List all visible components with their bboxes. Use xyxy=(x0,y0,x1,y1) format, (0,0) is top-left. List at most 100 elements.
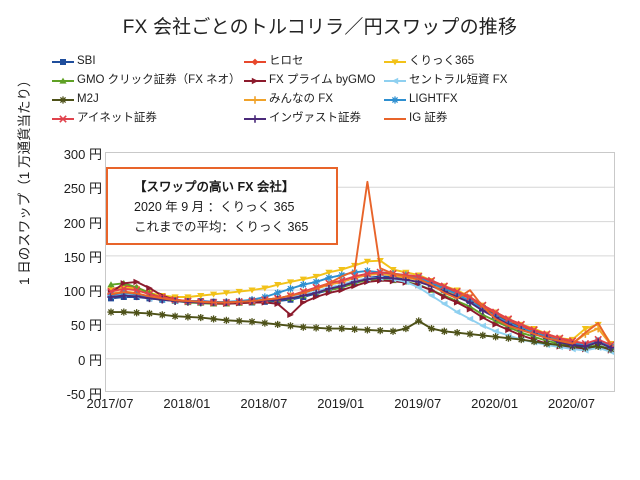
data-point-marker xyxy=(299,323,307,331)
data-point-marker xyxy=(133,309,141,317)
data-point-marker xyxy=(312,324,320,332)
data-point-marker xyxy=(478,306,487,315)
data-point-marker xyxy=(274,282,282,289)
data-point-marker xyxy=(351,282,358,290)
legend-marker-icon xyxy=(384,56,406,68)
legend-symbol xyxy=(59,77,67,84)
legend-item-5[interactable]: FX プライム byGMO xyxy=(244,74,384,87)
legend-symbol xyxy=(60,58,66,65)
data-point-marker xyxy=(274,300,282,308)
legend-item-4[interactable]: GMO クリック証券（FX ネオ） xyxy=(52,73,244,87)
data-point-marker xyxy=(491,308,500,316)
plot-svg xyxy=(106,180,614,360)
data-point-marker xyxy=(107,293,115,301)
series-line xyxy=(110,180,612,346)
data-point-marker xyxy=(248,287,256,294)
data-point-marker xyxy=(132,286,141,294)
legend-label: M2J xyxy=(77,92,99,105)
legend-item-3[interactable]: くりっく365 xyxy=(384,54,544,68)
data-point-marker xyxy=(492,333,500,341)
y-tick-label: 250 円 xyxy=(63,181,102,197)
data-point-marker xyxy=(428,292,435,299)
data-point-marker xyxy=(389,266,397,273)
data-point-marker xyxy=(504,315,513,323)
data-point-marker xyxy=(251,58,259,65)
legend-symbol xyxy=(251,95,259,104)
data-point-marker xyxy=(248,318,256,326)
legend-item-1[interactable]: SBI xyxy=(52,55,244,68)
data-point-marker xyxy=(427,324,436,333)
series-line xyxy=(111,311,612,351)
data-point-marker xyxy=(594,338,602,347)
legend-item-7[interactable]: M2J xyxy=(52,92,244,106)
data-point-marker xyxy=(440,282,449,290)
data-point-marker xyxy=(363,326,372,334)
legend-label: くりっく365 xyxy=(409,54,475,67)
legend-label: ヒロセ xyxy=(269,54,304,67)
data-point-marker xyxy=(312,289,320,297)
data-point-marker xyxy=(479,314,487,321)
data-point-marker xyxy=(146,284,153,292)
data-point-marker xyxy=(530,326,538,334)
data-point-marker xyxy=(107,281,115,288)
legend-marker-icon xyxy=(244,94,266,106)
data-point-marker xyxy=(59,95,67,104)
data-point-marker xyxy=(261,285,269,292)
x-tick-label: 2019/07 xyxy=(394,396,442,411)
data-point-marker xyxy=(235,288,243,295)
data-point-marker xyxy=(363,258,372,265)
plot-area xyxy=(105,152,615,392)
legend-item-8[interactable]: みんなの FX xyxy=(244,92,384,106)
data-point-marker xyxy=(415,274,423,282)
x-tick-label: 2018/07 xyxy=(240,396,288,411)
y-tick-label: 300 円 xyxy=(63,147,102,162)
data-point-marker xyxy=(299,276,307,283)
x-tick-label: 2018/01 xyxy=(163,396,211,411)
data-point-marker xyxy=(120,308,128,316)
legend-item-9[interactable]: LIGHTFX xyxy=(384,93,544,106)
legend-symbol xyxy=(251,77,259,84)
y-tick-label: 0 円 xyxy=(78,352,102,368)
data-point-marker xyxy=(251,95,259,104)
y-tick-label: -50 円 xyxy=(66,387,102,402)
data-point-marker xyxy=(325,289,333,297)
legend-marker-icon xyxy=(52,94,74,106)
data-point-marker xyxy=(158,311,166,319)
data-point-marker xyxy=(312,278,320,286)
legend-label: みんなの FX xyxy=(269,92,333,105)
legend-label: GMO クリック証券（FX ネオ） xyxy=(77,73,241,86)
data-point-marker xyxy=(251,114,259,123)
data-point-marker xyxy=(530,337,538,346)
chart-legend: SBI ヒロセ くりっく365 GMO クリック証券（FX ネオ） FX プライム by… xyxy=(52,52,622,128)
legend-label: セントラル短資 FX xyxy=(409,73,508,86)
data-point-marker xyxy=(466,293,474,301)
data-point-marker xyxy=(376,268,384,277)
legend-item-11[interactable]: インヴァスト証券 xyxy=(244,112,384,125)
data-point-marker xyxy=(492,321,500,328)
data-point-marker xyxy=(453,329,461,337)
data-point-marker xyxy=(581,325,589,332)
legend-marker-icon xyxy=(384,113,406,125)
data-point-marker xyxy=(133,278,141,286)
data-point-marker xyxy=(209,315,218,323)
data-point-marker xyxy=(184,313,192,321)
data-point-marker xyxy=(350,272,359,281)
legend-marker-icon xyxy=(244,75,266,87)
data-point-marker xyxy=(415,284,422,291)
y-axis-ticks: 300 円 250 円 200 円 150 円 100 円 50 円 0 円 -50 円 xyxy=(30,0,102,480)
legend-item-12[interactable]: IG 証券 xyxy=(384,112,544,125)
series-1 xyxy=(108,273,614,351)
legend-item-6[interactable]: セントラル短資 FX xyxy=(384,73,544,87)
y-tick-label: 150 円 xyxy=(63,249,102,265)
data-point-marker xyxy=(171,312,179,320)
annotation-line-2: これまでの平均：くりっく 365 xyxy=(134,220,309,234)
x-tick-label: 2017/07 xyxy=(86,396,134,411)
chart-title: FX 会社ごとのトルコリラ／円スワップの推移 xyxy=(122,17,518,38)
data-point-marker xyxy=(338,286,346,294)
legend-item-2[interactable]: ヒロセ xyxy=(244,54,384,68)
data-point-marker xyxy=(107,308,115,316)
data-point-marker xyxy=(158,295,167,304)
data-point-marker xyxy=(453,299,461,306)
legend-item-10[interactable]: アイネット証券 xyxy=(52,112,244,125)
